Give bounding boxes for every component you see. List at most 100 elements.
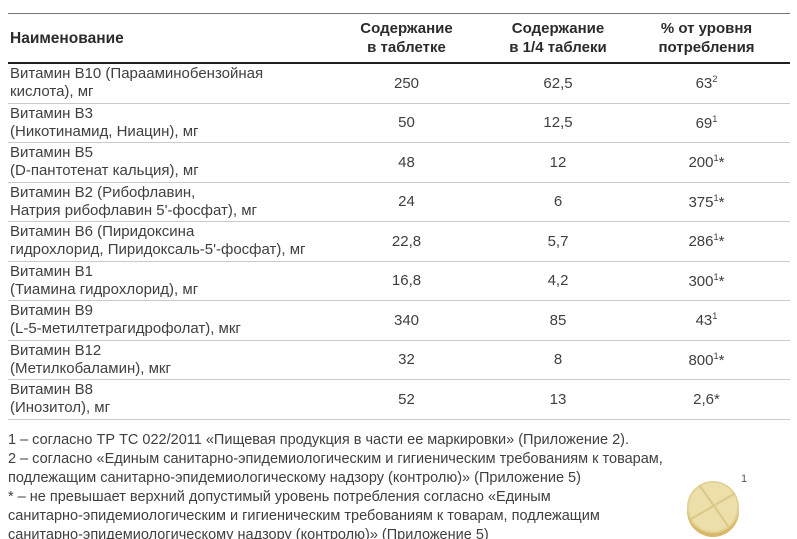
table-row: Витамин В12 (Метилкобаламин), мкг 32 8 8… <box>8 341 790 380</box>
percent-value: 63 <box>695 75 713 93</box>
asterisk-ref: * <box>718 154 725 172</box>
footnote-ref: 1 <box>712 113 718 124</box>
footnote-ref: 2 <box>712 74 718 85</box>
table-row: Витамин В5 (D-пантотенат кальция), мг 48… <box>8 143 790 183</box>
percent-of-intake: 691 <box>653 114 790 132</box>
vitamin-name: Витамин В12 (Метилкобаламин), мкг <box>8 342 350 378</box>
footnote-line: санитарно-эпидемиологическим и гигиениче… <box>8 507 600 524</box>
column-header-name: Наименование <box>10 29 124 47</box>
footnote-ref: 1 <box>713 271 719 282</box>
tablet-image <box>684 479 746 539</box>
percent-of-intake: 8001* <box>653 351 790 369</box>
asterisk-ref: * <box>718 351 725 369</box>
vitamin-name: Витамин В3 (Никотинамид, Ниацин), мг <box>8 105 350 141</box>
vitamin-name: Витамин В1 (Тиамина гидрохлорид), мг <box>8 263 350 299</box>
vitamin-name: Витамин В6 (Пиридоксина гидрохлорид, Пир… <box>8 223 350 259</box>
percent-value: 43 <box>695 312 713 330</box>
footnotes: 1 – согласно ТР ТС 022/2011 «Пищевая про… <box>8 431 790 539</box>
content-per-tablet: 250 <box>393 74 420 92</box>
footnote-ref: 1 <box>713 232 719 243</box>
vitamin-name-line: Натрия рибофлавин 5'-фосфат), мг <box>10 201 258 219</box>
table-row: Витамин В6 (Пиридоксина гидрохлорид, Пир… <box>8 222 790 262</box>
footnote-line: 1 – согласно ТР ТС 022/2011 «Пищевая про… <box>8 431 630 448</box>
vitamin-name-line: (Тиамина гидрохлорид), мг <box>10 280 199 298</box>
percent-of-intake: 2001* <box>653 153 790 171</box>
footnote-ref: 1 <box>712 311 718 322</box>
footnote-asterisk: * – не превышает верхний допустимый уров… <box>8 488 790 539</box>
percent-value: 375 <box>688 193 714 211</box>
content-per-quarter: 5,7 <box>547 232 569 250</box>
content-per-tablet: 32 <box>398 351 415 369</box>
content-per-tablet: 22,8 <box>391 232 422 250</box>
percent-value: 200 <box>688 154 714 172</box>
footnote-2: 2 – согласно «Единым санитарно-эпидемиол… <box>8 450 790 488</box>
vitamin-name-line: Витамин В2 (Рибофлавин, <box>10 183 196 201</box>
vitamin-name-line: (Инозитол), мг <box>10 399 111 417</box>
footnote-line: 2 – согласно «Единым санитарно-эпидемиол… <box>8 450 663 467</box>
content-per-quarter: 6 <box>553 193 563 211</box>
footnote-line: подлежащим санитарно-эпидемиологическому… <box>8 469 581 486</box>
content-per-tablet: 24 <box>398 193 415 211</box>
table-row: Витамин В10 (Парааминобензойная кислота)… <box>8 64 790 104</box>
footnote-ref: 1 <box>713 350 719 361</box>
content-per-quarter: 8 <box>553 351 563 369</box>
percent-of-intake: 3001* <box>653 272 790 290</box>
content-per-tablet: 16,8 <box>391 272 422 290</box>
vitamin-name: Витамин В9 (L-5-метилтетрагидрофолат), м… <box>8 302 350 338</box>
percent-value: 800 <box>688 351 714 369</box>
footnote-line: * – не превышает верхний допустимый уров… <box>8 488 551 505</box>
asterisk-ref: * <box>718 272 725 290</box>
column-header-per-tablet: Содержание в таблетке <box>350 19 463 57</box>
vitamin-name-line: кислота), мг <box>10 83 94 101</box>
asterisk-ref: * <box>714 391 720 409</box>
content-per-tablet: 52 <box>398 390 415 408</box>
footnote-ref: 1 <box>713 153 719 164</box>
asterisk-ref: * <box>718 233 725 251</box>
column-header-line: Содержание <box>511 20 605 37</box>
vitamin-name-line: Витамин В6 (Пиридоксина <box>10 223 195 241</box>
table-row: Витамин В1 (Тиамина гидрохлорид), мг 16,… <box>8 262 790 301</box>
table-row: Витамин В9 (L-5-метилтетрагидрофолат), м… <box>8 301 790 341</box>
percent-of-intake: 431 <box>653 311 790 329</box>
table-row: Витамин В8 (Инозитол), мг 52 13 2,6* <box>8 380 790 420</box>
percent-value: 69 <box>695 114 713 132</box>
percent-of-intake: 3751* <box>653 193 790 211</box>
column-header-line: % от уровня <box>660 20 753 37</box>
percent-value: 286 <box>688 233 714 251</box>
vitamin-name-line: Витамин В12 <box>10 341 102 359</box>
column-header-line: в таблетке <box>367 39 446 56</box>
column-header-percent: % от уровня потребления <box>653 19 790 57</box>
percent-of-intake: 632 <box>653 74 790 92</box>
tablet-icon <box>687 481 739 537</box>
content-per-quarter: 12,5 <box>543 114 573 132</box>
tablet-footnote-ref: 1 <box>741 473 748 485</box>
table-row: Витамин В3 (Никотинамид, Ниацин), мг 50 … <box>8 104 790 143</box>
vitamin-name-line: (Метилкобаламин), мкг <box>10 359 171 377</box>
content-per-quarter: 85 <box>549 311 567 329</box>
table-header-row: Наименование Содержание в таблетке Содер… <box>8 13 790 64</box>
column-header-line: Содержание <box>360 20 453 37</box>
vitamin-name-line: Витамин В10 (Парааминобензойная <box>10 65 264 83</box>
composition-table: Наименование Содержание в таблетке Содер… <box>8 13 790 539</box>
footnote-ref: 1 <box>713 192 719 203</box>
vitamin-name-line: Витамин В8 <box>10 381 93 399</box>
asterisk-ref: * <box>718 193 725 211</box>
vitamin-name-line: гидрохлорид, Пиридоксаль-5'-фосфат), мг <box>10 241 306 259</box>
percent-value: 2,6 <box>693 391 714 409</box>
vitamin-name: Витамин В8 (Инозитол), мг <box>8 381 350 417</box>
table-row: Витамин В2 (Рибофлавин, Натрия рибофлави… <box>8 183 790 222</box>
vitamin-name: Витамин В2 (Рибофлавин, Натрия рибофлави… <box>8 184 350 220</box>
footnote-line: санитарно-эпидемиологическому надзору (к… <box>8 526 489 539</box>
content-per-quarter: 62,5 <box>543 74 573 92</box>
vitamin-name-line: Витамин В3 <box>10 104 93 122</box>
footnote-1: 1 – согласно ТР ТС 022/2011 «Пищевая про… <box>8 431 790 450</box>
vitamin-name-line: Витамин В9 <box>10 302 93 320</box>
column-header-line: потребления <box>658 39 755 56</box>
percent-of-intake: 2,6* <box>653 390 790 408</box>
vitamin-name-line: (L-5-метилтетрагидрофолат), мкг <box>10 320 241 338</box>
column-header-line: в 1/4 таблеки <box>509 39 607 56</box>
column-header-per-quarter: Содержание в 1/4 таблеки <box>463 19 653 57</box>
content-per-quarter: 13 <box>549 390 567 408</box>
content-per-tablet: 340 <box>393 311 420 329</box>
content-per-tablet: 50 <box>398 114 415 132</box>
